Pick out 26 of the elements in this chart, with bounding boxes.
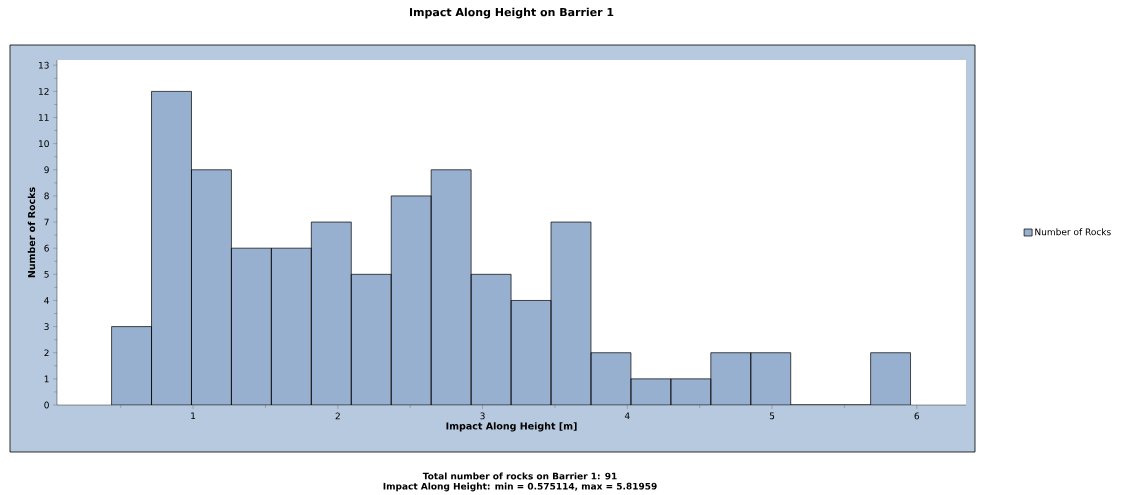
y-axis-title: Number of Rocks bbox=[27, 187, 36, 278]
x-tick-label: 5 bbox=[769, 412, 775, 420]
chart-title: Impact Along Height on Barrier 1 bbox=[409, 7, 614, 19]
y-tick-label: 2 bbox=[44, 349, 49, 357]
y-tick-label: 0 bbox=[44, 401, 49, 409]
y-tick-label: 8 bbox=[44, 192, 49, 200]
y-tick-label: 11 bbox=[39, 114, 49, 121]
y-tick-label: 9 bbox=[44, 166, 49, 174]
x-axis-title: Impact Along Height [m] bbox=[446, 422, 577, 432]
y-tick-label: 4 bbox=[44, 297, 49, 304]
x-tick-label: 6 bbox=[914, 412, 920, 420]
y-tick-label: 1 bbox=[44, 375, 49, 383]
y-tick-label: 10 bbox=[39, 140, 49, 148]
x-tick-label: 3 bbox=[480, 412, 485, 420]
text: Total number of rocks on Barrier 1: 91 bbox=[422, 472, 617, 480]
x-tick-label: 1 bbox=[191, 412, 196, 420]
y-tick-label: 7 bbox=[44, 218, 49, 226]
x-tick-label: 2 bbox=[335, 412, 340, 420]
y-tick-label: 13 bbox=[39, 61, 49, 69]
text: Impact Along Height: min = 0.575114, max = 5.81959 bbox=[383, 482, 657, 492]
y-tick-label: 5 bbox=[44, 270, 49, 278]
legend-label: Number of Rocks bbox=[1035, 228, 1111, 236]
y-tick-label: 6 bbox=[44, 244, 49, 252]
y-tick-label: 12 bbox=[39, 88, 49, 95]
y-tick-label: 3 bbox=[44, 323, 49, 330]
x-tick-label: 4 bbox=[624, 412, 630, 420]
